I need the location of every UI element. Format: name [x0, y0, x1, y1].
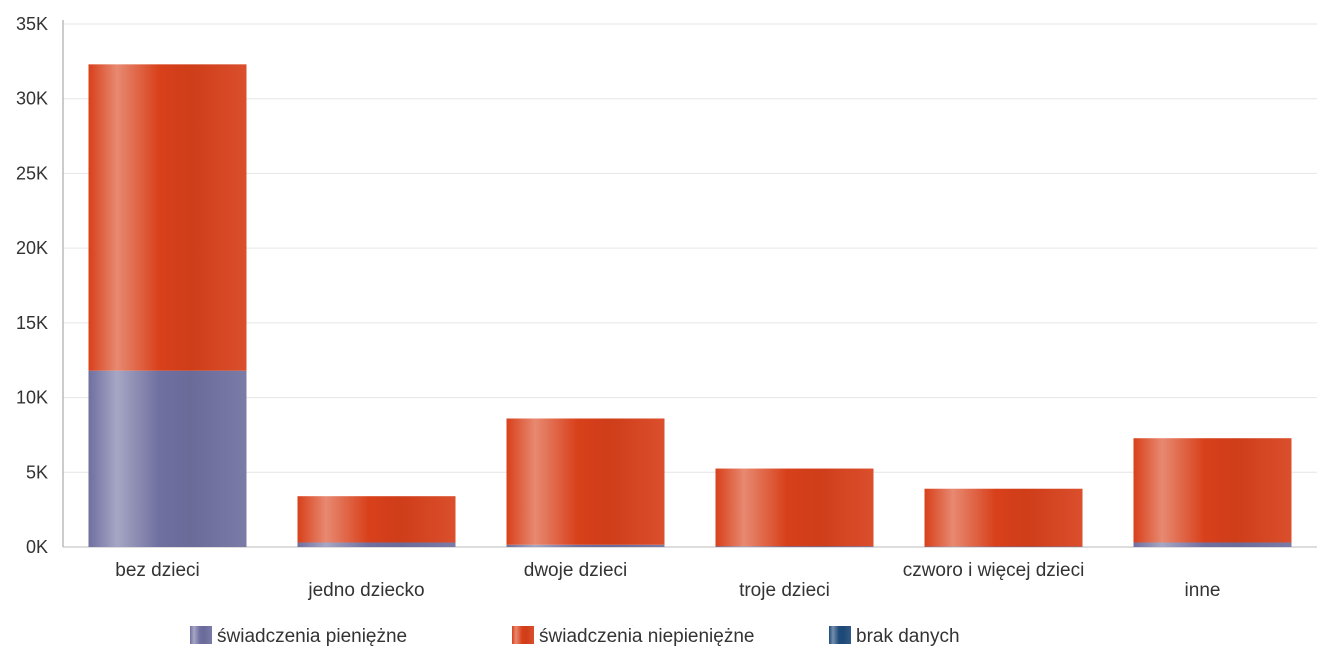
- y-tick-label: 20K: [16, 238, 48, 258]
- bar-swiadczenia-niepieniezne-troje-dzieci[interactable]: [715, 468, 874, 547]
- y-tick-label: 15K: [16, 313, 48, 333]
- bar-swiadczenia-pieniezne-inne[interactable]: [1133, 542, 1292, 547]
- x-axis-categories: bez dzieci jedno dziecko dwoje dzieci troje…: [115, 560, 1220, 601]
- y-axis: 0K 5K 10K 15K 20K 25K 30K 35K: [16, 14, 1317, 557]
- x-category-label: troje dzieci: [739, 580, 830, 601]
- bar-swiadczenia-pieniezne-jedno-dziecko[interactable]: [297, 542, 456, 547]
- x-category-label: inne: [1185, 580, 1221, 601]
- x-category-label: jedno dziecko: [307, 580, 424, 601]
- bar-swiadczenia-niepieniezne-inne[interactable]: [1133, 438, 1292, 543]
- bar-swiadczenia-niepieniezne-dwoje-dzieci[interactable]: [506, 418, 665, 545]
- legend-label: brak danych: [856, 626, 960, 647]
- bar-swiadczenia-pieniezne-troje-dzieci[interactable]: [715, 546, 874, 547]
- y-tick-label: 30K: [16, 89, 48, 109]
- legend-item-brak-danych[interactable]: brak danych: [829, 626, 960, 647]
- legend-item-swiadczenia-pieniezne[interactable]: świadczenia pieniężne: [190, 626, 407, 647]
- legend-swatch: [512, 626, 534, 644]
- bar-swiadczenia-niepieniezne-jedno-dziecko[interactable]: [297, 496, 456, 543]
- legend: świadczenia pieniężne świadczenia niepien…: [190, 626, 960, 647]
- y-tick-label: 5K: [26, 462, 48, 482]
- bar-swiadczenia-pieniezne-bez-dzieci[interactable]: [88, 370, 247, 547]
- x-category-label: bez dzieci: [115, 560, 200, 581]
- legend-item-swiadczenia-niepieniezne[interactable]: świadczenia niepieniężne: [512, 626, 754, 647]
- legend-swatch: [829, 626, 851, 644]
- bars: [88, 64, 1292, 547]
- y-tick-label: 25K: [16, 163, 48, 183]
- bar-swiadczenia-niepieniezne-czworo-i-wiecej-dzieci[interactable]: [924, 488, 1083, 547]
- x-category-label: dwoje dzieci: [524, 560, 628, 581]
- y-tick-label: 10K: [16, 388, 48, 408]
- legend-label: świadczenia niepieniężne: [539, 626, 754, 647]
- gridlines: [63, 23, 1317, 473]
- legend-swatch: [190, 626, 212, 644]
- y-tick-label: 35K: [16, 14, 48, 34]
- bar-swiadczenia-niepieniezne-bez-dzieci[interactable]: [88, 64, 247, 371]
- y-tick-label: 0K: [26, 537, 48, 557]
- bar-swiadczenia-pieniezne-dwoje-dzieci[interactable]: [506, 544, 665, 547]
- x-category-label: czworo i więcej dzieci: [903, 560, 1085, 581]
- legend-label: świadczenia pieniężne: [217, 626, 407, 647]
